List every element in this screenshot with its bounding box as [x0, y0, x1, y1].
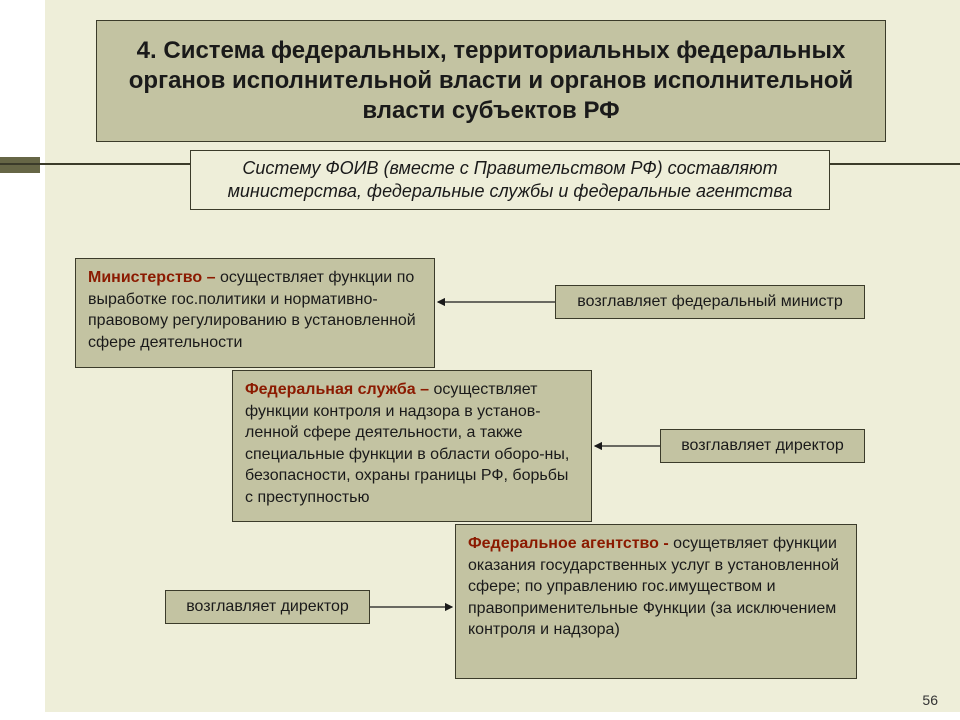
node-agency: Федеральное агентство - осущетвляет функ…: [455, 524, 857, 679]
intro-text: Систему ФОИВ (вместе с Правительством РФ…: [201, 157, 819, 204]
left-accent-block: [0, 157, 40, 173]
page-number: 56: [922, 692, 938, 708]
label-director-service-text: возглавляет директор: [681, 436, 844, 455]
label-director-agency: возглавляет директор: [165, 590, 370, 624]
label-director-agency-text: возглавляет директор: [186, 597, 349, 616]
node-service: Федеральная служба – осуществляет функци…: [232, 370, 592, 522]
left-strip: [0, 0, 45, 712]
node-service-body: осуществляет функции контроля и надзора …: [245, 381, 569, 506]
slide-title-text: 4. Система федеральных, территориальных …: [119, 36, 863, 126]
label-minister-text: возглавляет федеральный министр: [577, 292, 842, 311]
label-director-service: возглавляет директор: [660, 429, 865, 463]
node-ministry-term: Министерство –: [88, 269, 220, 286]
slide-title: 4. Система федеральных, территориальных …: [96, 20, 886, 142]
label-minister: возглавляет федеральный министр: [555, 285, 865, 319]
node-ministry: Министерство – осуществляет функции по в…: [75, 258, 435, 368]
page-number-text: 56: [922, 692, 938, 708]
slide-canvas: 4. Система федеральных, территориальных …: [0, 0, 960, 720]
node-service-term: Федеральная служба –: [245, 381, 433, 398]
intro-box: Систему ФОИВ (вместе с Правительством РФ…: [190, 150, 830, 210]
node-agency-term: Федеральное агентство -: [468, 535, 673, 552]
